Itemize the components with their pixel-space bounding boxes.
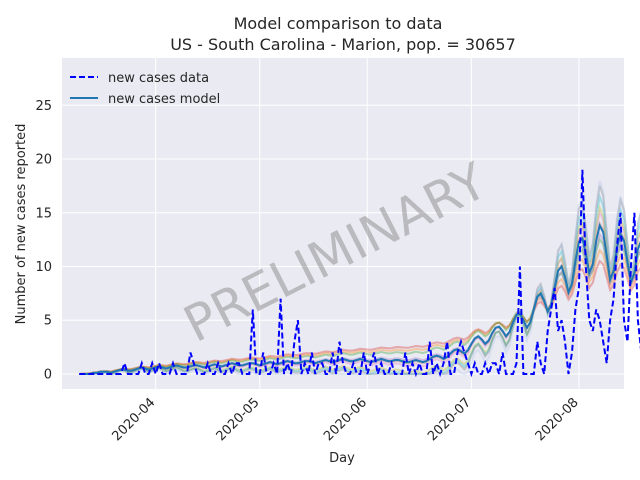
new-cases-data-line bbox=[79, 169, 640, 378]
series-lines bbox=[79, 169, 640, 378]
y-axis-label: Number of new cases reported bbox=[14, 124, 29, 325]
legend: new cases data new cases model bbox=[70, 71, 220, 107]
x-tick-label: 2020-08 bbox=[533, 395, 582, 444]
y-tick-label: 0 bbox=[44, 367, 52, 382]
ensemble-line bbox=[79, 237, 640, 375]
ensemble-line bbox=[79, 248, 640, 375]
y-tick-label: 10 bbox=[35, 260, 52, 275]
x-tick-label: 2020-06 bbox=[321, 395, 370, 444]
ensemble-line bbox=[79, 192, 640, 376]
x-tick-label: 2020-07 bbox=[425, 395, 474, 444]
x-axis-ticks: 2020-04 2020-05 2020-06 2020-07 2020-08 bbox=[109, 395, 581, 444]
ensemble-line bbox=[79, 259, 640, 375]
ensemble-line bbox=[79, 185, 640, 376]
y-tick-label: 25 bbox=[35, 99, 52, 114]
grid bbox=[62, 58, 624, 389]
new-cases-model-line bbox=[79, 222, 640, 375]
y-tick-label: 5 bbox=[44, 314, 52, 329]
y-tick-label: 15 bbox=[35, 206, 52, 221]
chart-title: Model comparison to data bbox=[234, 14, 443, 33]
legend-data-label: new cases data bbox=[108, 71, 209, 86]
x-axis-label: Day bbox=[329, 451, 355, 466]
x-tick-label: 2020-04 bbox=[109, 395, 158, 444]
legend-model-label: new cases model bbox=[108, 92, 220, 107]
y-tick-label: 20 bbox=[35, 153, 52, 168]
ensemble-line bbox=[79, 180, 640, 376]
chart-subtitle: US - South Carolina - Marion, pop. = 306… bbox=[170, 35, 516, 54]
x-tick-label: 2020-05 bbox=[214, 395, 263, 444]
y-axis-ticks: 0 5 10 15 20 25 bbox=[35, 99, 52, 383]
